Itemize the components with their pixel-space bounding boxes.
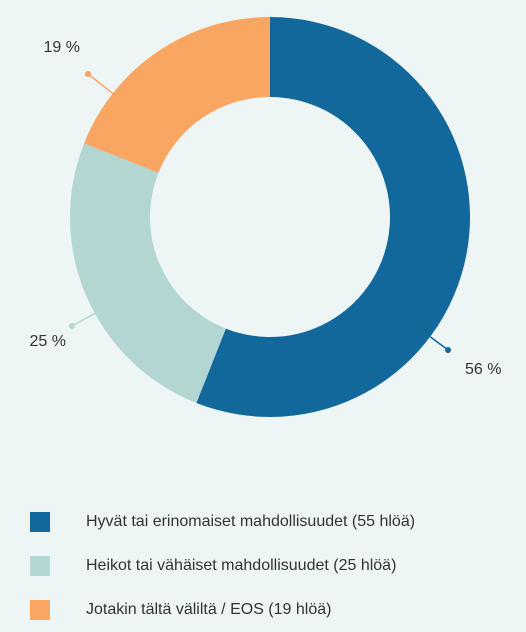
leader-dot <box>85 71 91 77</box>
leader-line <box>71 312 96 327</box>
legend-swatch <box>30 556 50 576</box>
legend-swatch <box>30 512 50 532</box>
data-label: 25 % <box>30 333 66 350</box>
leader-dot <box>445 347 451 353</box>
leader-dot <box>69 323 75 329</box>
slice <box>196 17 470 417</box>
legend-label: Hyvät tai erinomaiset mahdollisuudet (55… <box>86 513 415 530</box>
leader-line <box>87 73 114 95</box>
data-label: 56 % <box>465 361 501 378</box>
legend-label: Jotakin tältä väliltä / EOS (19 hlöä) <box>86 601 331 618</box>
legend-label: Heikot tai vähäiset mahdollisuudet (25 h… <box>86 557 396 574</box>
slice <box>69 143 226 403</box>
data-label: 19 % <box>44 39 80 56</box>
legend-swatch <box>30 600 50 620</box>
leader-line <box>429 336 449 351</box>
slice <box>84 17 270 173</box>
